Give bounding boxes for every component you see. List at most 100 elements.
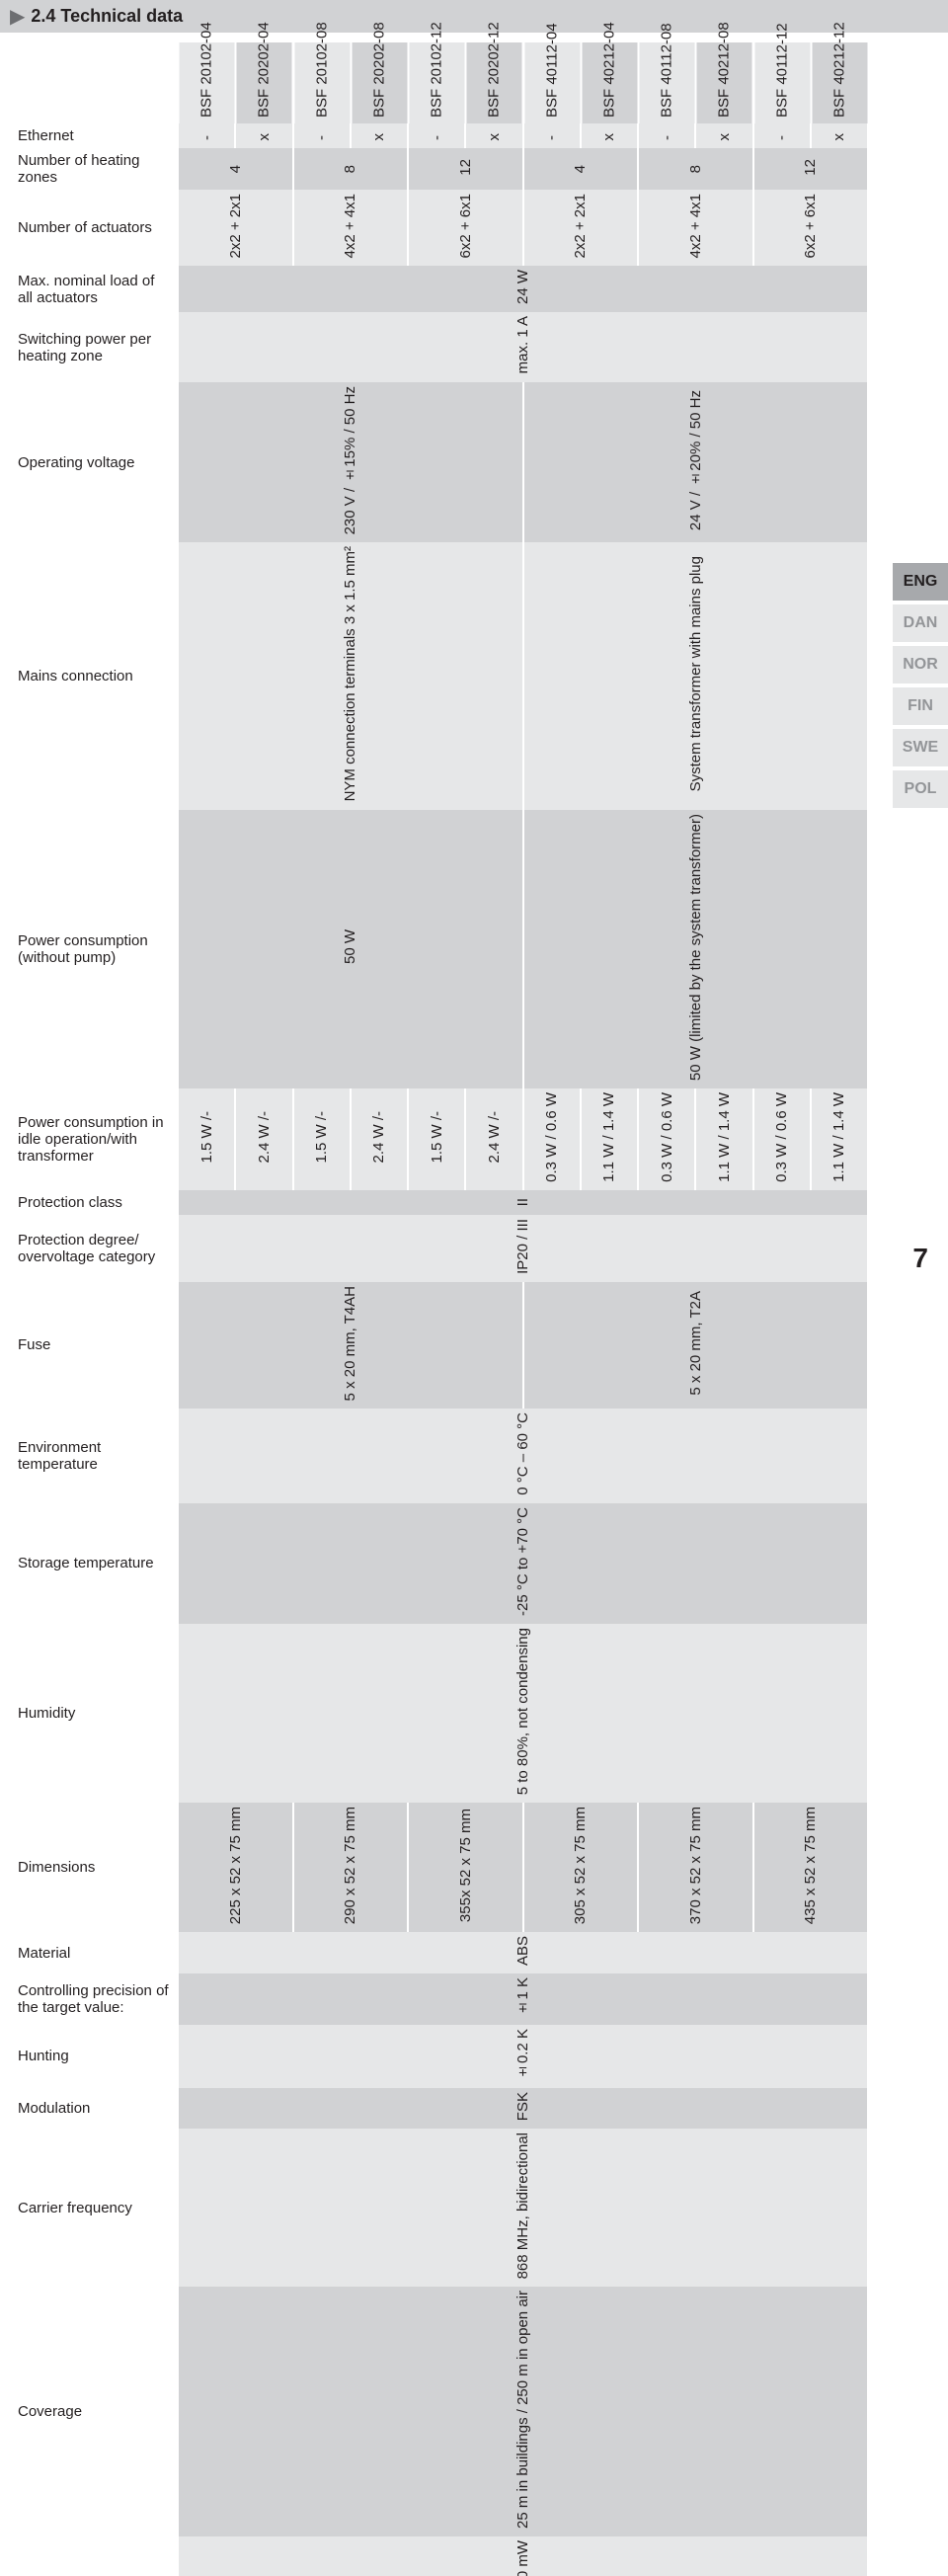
model-header: BSF 20202-08 (351, 42, 408, 123)
cell: 6x2 + 6x1 (408, 190, 523, 266)
row-label: Power consumption in idle operation/with… (10, 1088, 178, 1190)
cell: max. 10 mW (178, 2536, 868, 2576)
cell: 305 x 52 x 75 mm (523, 1803, 639, 1932)
row-label: Environment temperature (10, 1409, 178, 1503)
row-label: Coverage (10, 2287, 178, 2536)
cell: 6x2 + 6x1 (753, 190, 869, 266)
row-label: Material (10, 1932, 178, 1973)
cell: 290 x 52 x 75 mm (293, 1803, 409, 1932)
model-header: BSF 40112-08 (638, 42, 695, 123)
cell: 4 (178, 148, 293, 190)
language-tabs: ENGDAN NORFIN SWE POL (893, 563, 948, 812)
cell: x (351, 123, 408, 148)
lang-tab-swe[interactable]: SWE (893, 729, 948, 766)
row-label: Hunting (10, 2025, 178, 2088)
cell: - (638, 123, 695, 148)
cell: 4x2 + 4x1 (638, 190, 753, 266)
cell: 1.1 W / 1.4 W (581, 1088, 638, 1190)
cell: 5 to 80%, not condensing (178, 1624, 868, 1803)
cell: 2.4 W /- (235, 1088, 292, 1190)
cell: 1.5 W /- (178, 1088, 235, 1190)
row-label: Max. nominal load of all actuators (10, 266, 178, 312)
cell: - (408, 123, 465, 148)
cell: 370 x 52 x 75 mm (638, 1803, 753, 1932)
spec-table-wrap: BSF 20102-04BSF 20202-04BSF 20102-08BSF … (0, 42, 948, 2576)
lang-tab-pol[interactable]: POL (893, 770, 948, 808)
row-label: Switching power per heating zone (10, 312, 178, 381)
cell: IP20 / III (178, 1215, 868, 1282)
cell: 12 (408, 148, 523, 190)
cell: 2x2 + 2x1 (523, 190, 639, 266)
model-header: BSF 20202-04 (235, 42, 292, 123)
cell: 24 W (178, 266, 868, 312)
cell: ±0.2 K (178, 2025, 868, 2088)
cell: 8 (638, 148, 753, 190)
header-blank (10, 42, 178, 123)
cell: 4x2 + 4x1 (293, 190, 409, 266)
cell: 0.3 W / 0.6 W (523, 1088, 581, 1190)
cell: II (178, 1190, 868, 1215)
lang-tab-eng[interactable]: ENG (893, 563, 948, 601)
cell: 12 (753, 148, 869, 190)
cell: x (581, 123, 638, 148)
cell: 25 m in buildings / 250 m in open air (178, 2287, 868, 2536)
cell: 435 x 52 x 75 mm (753, 1803, 869, 1932)
section-title: 2.4 Technical data (31, 6, 183, 27)
cell: - (178, 123, 235, 148)
cell: x (235, 123, 292, 148)
cell: - (523, 123, 581, 148)
cell: x (695, 123, 752, 148)
cell: -25 °C to +70 °C (178, 1503, 868, 1624)
row-label: Operating voltage (10, 382, 178, 542)
cell: 5 x 20 mm, T2A (523, 1282, 869, 1409)
cell: max. 1 A (178, 312, 868, 381)
cell: 2.4 W /- (351, 1088, 408, 1190)
cell: 355x 52 x 75 mm (408, 1803, 523, 1932)
cell: 24 V / ±20% / 50 Hz (523, 382, 869, 542)
row-label: Carrier frequency (10, 2129, 178, 2287)
row-label: Fuse (10, 1282, 178, 1409)
cell: 1.1 W / 1.4 W (811, 1088, 868, 1190)
chevron-right-icon: ▶ (10, 4, 25, 29)
model-header: BSF 40112-04 (523, 42, 581, 123)
row-label: Humidity (10, 1624, 178, 1803)
cell: NYM connection terminals 3 x 1.5 mm² (178, 542, 523, 809)
cell: System transformer with mains plug (523, 542, 869, 809)
cell: - (293, 123, 351, 148)
cell: 2.4 W /- (465, 1088, 522, 1190)
page-number: 7 (912, 1243, 928, 1274)
row-label: Protection degree/ overvoltage category (10, 1215, 178, 1282)
cell: ABS (178, 1932, 868, 1973)
row-label: Dimensions (10, 1803, 178, 1932)
cell: x (811, 123, 868, 148)
cell: 50 W (178, 810, 523, 1088)
cell: ±1 K (178, 1973, 868, 2025)
row-label: Protection class (10, 1190, 178, 1215)
section-header: ▶ 2.4 Technical data (0, 0, 948, 33)
model-header: BSF 40212-04 (581, 42, 638, 123)
cell: 868 MHz, bidirectional (178, 2129, 868, 2287)
cell: 1.1 W / 1.4 W (695, 1088, 752, 1190)
row-label: Mains connection (10, 542, 178, 809)
lang-tab-dan[interactable]: DAN (893, 604, 948, 642)
cell: 0 °C – 60 °C (178, 1409, 868, 1503)
row-label: Storage temperature (10, 1503, 178, 1624)
model-header: BSF 20202-12 (465, 42, 522, 123)
model-header: BSF 40112-12 (753, 42, 811, 123)
cell: 1.5 W /- (293, 1088, 351, 1190)
cell: 8 (293, 148, 409, 190)
cell: FSK (178, 2088, 868, 2129)
cell: 2x2 + 2x1 (178, 190, 293, 266)
lang-tab-nor[interactable]: NOR (893, 646, 948, 684)
cell: 1.5 W /- (408, 1088, 465, 1190)
model-header: BSF 40212-08 (695, 42, 752, 123)
cell: 230 V / ±15% / 50 Hz (178, 382, 523, 542)
cell: 225 x 52 x 75 mm (178, 1803, 293, 1932)
model-header: BSF 20102-04 (178, 42, 235, 123)
cell: 0.3 W / 0.6 W (638, 1088, 695, 1190)
cell: 0.3 W / 0.6 W (753, 1088, 811, 1190)
row-label: Power consumption (without pump) (10, 810, 178, 1088)
model-header: BSF 40212-12 (811, 42, 868, 123)
model-header: BSF 20102-12 (408, 42, 465, 123)
lang-tab-fin[interactable]: FIN (893, 687, 948, 725)
